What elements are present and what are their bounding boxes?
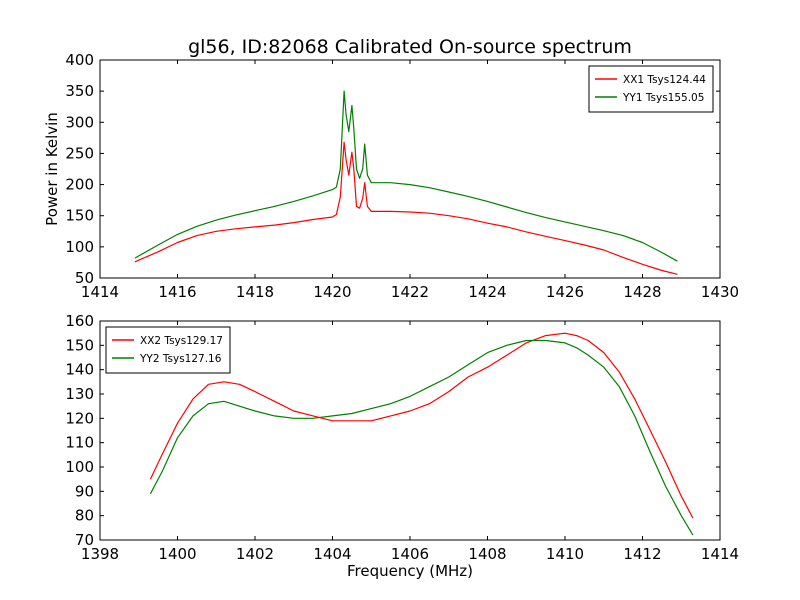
legend-entry: XX1 Tsys124.44 [623, 74, 706, 86]
legend-2: XX2 Tsys129.17 YY2 Tsys127.16 [105, 326, 231, 374]
chart-panel-2: 1398 1400 1402 1404 1406 1408 1410 1412 1414 70 80… [65, 312, 739, 580]
y-tick-label: 400 [65, 51, 94, 69]
y-tick-label: 350 [65, 82, 94, 100]
legend-entry: YY2 Tsys127.16 [139, 353, 222, 365]
y-tick-label: 140 [65, 361, 94, 379]
x-tick-label: 1412 [623, 545, 661, 563]
y-axis-label: Power in Kelvin [43, 112, 61, 226]
x-tick-label: 1422 [391, 283, 429, 301]
y-tick-label: 200 [65, 176, 94, 194]
chart-panel-1: 1414 1416 1418 1420 1422 1424 1426 1428 1430 50 10… [43, 51, 739, 301]
x-tick-label: 1428 [623, 283, 661, 301]
x-tick-label: 1430 [701, 283, 739, 301]
y-tick-label: 100 [65, 458, 94, 476]
x-tick-label: 1402 [236, 545, 274, 563]
y-tick-label: 130 [65, 385, 94, 403]
series-line-1-2 [134, 90, 678, 262]
y-tick-label: 50 [75, 269, 94, 287]
y-tick-label: 100 [65, 238, 94, 256]
x-tick-label: 1398 [81, 545, 119, 563]
x-tick-label: 1404 [313, 545, 351, 563]
x-tick-label: 1416 [158, 283, 196, 301]
y-tick-label: 150 [65, 207, 94, 225]
x-tick-label: 1414 [701, 545, 739, 563]
legend-entry: XX2 Tsys129.17 [140, 335, 223, 347]
x-tick-label: 1424 [468, 283, 506, 301]
x-tick-label: 1418 [236, 283, 274, 301]
series-line-2-2 [149, 339, 694, 536]
x-tick-label: 1408 [468, 545, 506, 563]
x-tick-label: 1406 [391, 545, 429, 563]
series-line-2-1 [149, 332, 694, 519]
y-tick-label: 90 [75, 482, 94, 500]
x-axis-label: Frequency (MHz) [347, 562, 473, 580]
legend-box [105, 326, 231, 374]
x-tick-label: 1414 [81, 283, 119, 301]
y-tick-label: 110 [65, 434, 94, 452]
x-tick-label: 1420 [313, 283, 351, 301]
figure-title: gl56, ID:82068 Calibrated On-source spec… [188, 36, 632, 58]
y-tick-label: 80 [75, 507, 94, 525]
y-tick-label: 150 [65, 336, 94, 354]
series-line-1-1 [134, 141, 678, 275]
panels-layer: 1414 1416 1418 1420 1422 1424 1426 1428 1430 50 10… [43, 51, 739, 580]
legend-1: XX1 Tsys124.44 YY1 Tsys155.05 [588, 65, 714, 113]
y-tick-label: 160 [65, 312, 94, 330]
x-tick-label: 1410 [546, 545, 584, 563]
y-tick-label: 120 [65, 409, 94, 427]
y-tick-label: 70 [75, 531, 94, 549]
legend-entry: YY1 Tsys155.05 [622, 92, 704, 104]
y-tick-label: 250 [65, 144, 94, 162]
y-tick-label: 300 [65, 113, 94, 131]
legend-box [588, 65, 714, 113]
x-tick-label: 1400 [158, 545, 196, 563]
x-tick-label: 1426 [546, 283, 584, 301]
